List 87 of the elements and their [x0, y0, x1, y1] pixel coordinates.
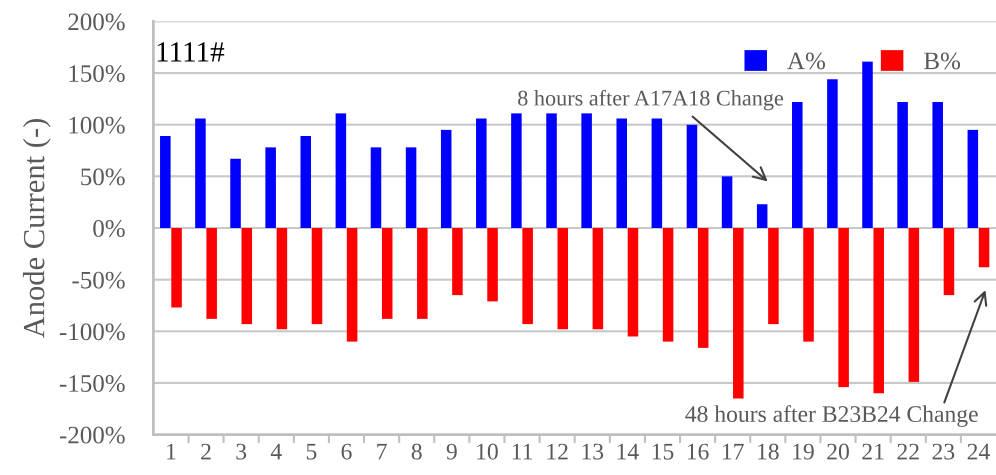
y-tick-label: -50% [72, 272, 125, 289]
x-tick-label: 16 [688, 444, 709, 460]
annotation: 48 hours after B23B24 Change [685, 405, 978, 427]
bar [652, 118, 662, 228]
bar [276, 228, 288, 330]
x-tick-label: 1 [167, 444, 176, 460]
bar [698, 228, 708, 348]
bar [336, 113, 346, 228]
bar [978, 228, 990, 268]
annotation: 1111# [158, 42, 224, 62]
bar [897, 102, 908, 228]
bar [733, 228, 744, 398]
bar [370, 147, 382, 228]
y-tick-label: 100% [69, 116, 125, 134]
bar [346, 228, 358, 342]
x-tick-label: 23 [932, 444, 954, 460]
bar [792, 102, 803, 228]
bar [242, 228, 252, 324]
bar [406, 147, 416, 228]
bar [686, 124, 698, 228]
bar [440, 130, 452, 228]
legend-label: B% [924, 52, 960, 70]
bar [873, 228, 884, 394]
bar [382, 228, 392, 319]
x-tick-label: 21 [862, 444, 884, 460]
bar [487, 228, 498, 302]
y-tick-label: -150% [60, 375, 125, 392]
x-tick-label: 8 [412, 444, 422, 460]
y-axis-title: Anode Current (-) [22, 119, 51, 338]
bar [476, 118, 487, 228]
y-tick-label: 50% [81, 168, 125, 186]
x-tick-label: 5 [306, 444, 316, 460]
bar [932, 102, 943, 228]
bar [722, 176, 732, 228]
y-tick-label: 150% [69, 65, 125, 82]
legend-label: A% [787, 52, 826, 70]
x-tick-label: 10 [477, 444, 498, 460]
x-tick-label: 14 [618, 444, 639, 460]
bar [452, 228, 463, 296]
bar [522, 228, 533, 324]
x-tick-label: 7 [377, 444, 387, 460]
bar [862, 62, 873, 228]
y-tick-label: 0% [93, 220, 125, 237]
bar [265, 147, 276, 228]
y-tick-label: 200% [68, 13, 125, 30]
x-tick-label: 22 [897, 444, 919, 460]
bar [581, 113, 592, 228]
bar [662, 228, 674, 342]
bar [768, 228, 779, 324]
bar [546, 113, 557, 228]
y-tick-label: -100% [60, 323, 125, 340]
y-tick-label: -200% [60, 426, 125, 444]
bar [206, 228, 217, 319]
x-tick-label: 18 [758, 444, 779, 460]
x-tick-label: 11 [512, 444, 532, 460]
bar [171, 228, 182, 308]
bar [300, 136, 312, 228]
bar [160, 136, 171, 228]
bar [195, 118, 206, 228]
bar [628, 228, 638, 336]
bar [968, 130, 978, 228]
x-tick-label: 2 [201, 444, 211, 460]
bar [592, 228, 604, 330]
x-tick-label: 13 [582, 444, 604, 460]
bar [908, 228, 920, 382]
x-tick-label: 12 [547, 444, 568, 460]
bar [944, 228, 954, 296]
bar [230, 158, 241, 228]
bar [803, 228, 814, 342]
x-tick-label: 4 [270, 444, 282, 460]
x-tick-label: 3 [236, 444, 246, 460]
bar [827, 79, 838, 228]
x-tick-label: 15 [652, 444, 674, 460]
x-tick-label: 6 [342, 444, 352, 460]
x-tick-label: 24 [968, 444, 990, 460]
bar [417, 228, 428, 319]
annotation: 8 hours after A17A18 Change [518, 90, 784, 110]
bar [557, 228, 568, 330]
bar [511, 113, 522, 228]
x-tick-label: 17 [722, 444, 744, 460]
bar [838, 228, 849, 388]
x-tick-label: 19 [793, 444, 814, 460]
bar [312, 228, 322, 324]
bar [756, 204, 768, 228]
bar [616, 118, 628, 228]
x-tick-label: 9 [446, 444, 457, 460]
x-tick-label: 20 [827, 444, 849, 460]
